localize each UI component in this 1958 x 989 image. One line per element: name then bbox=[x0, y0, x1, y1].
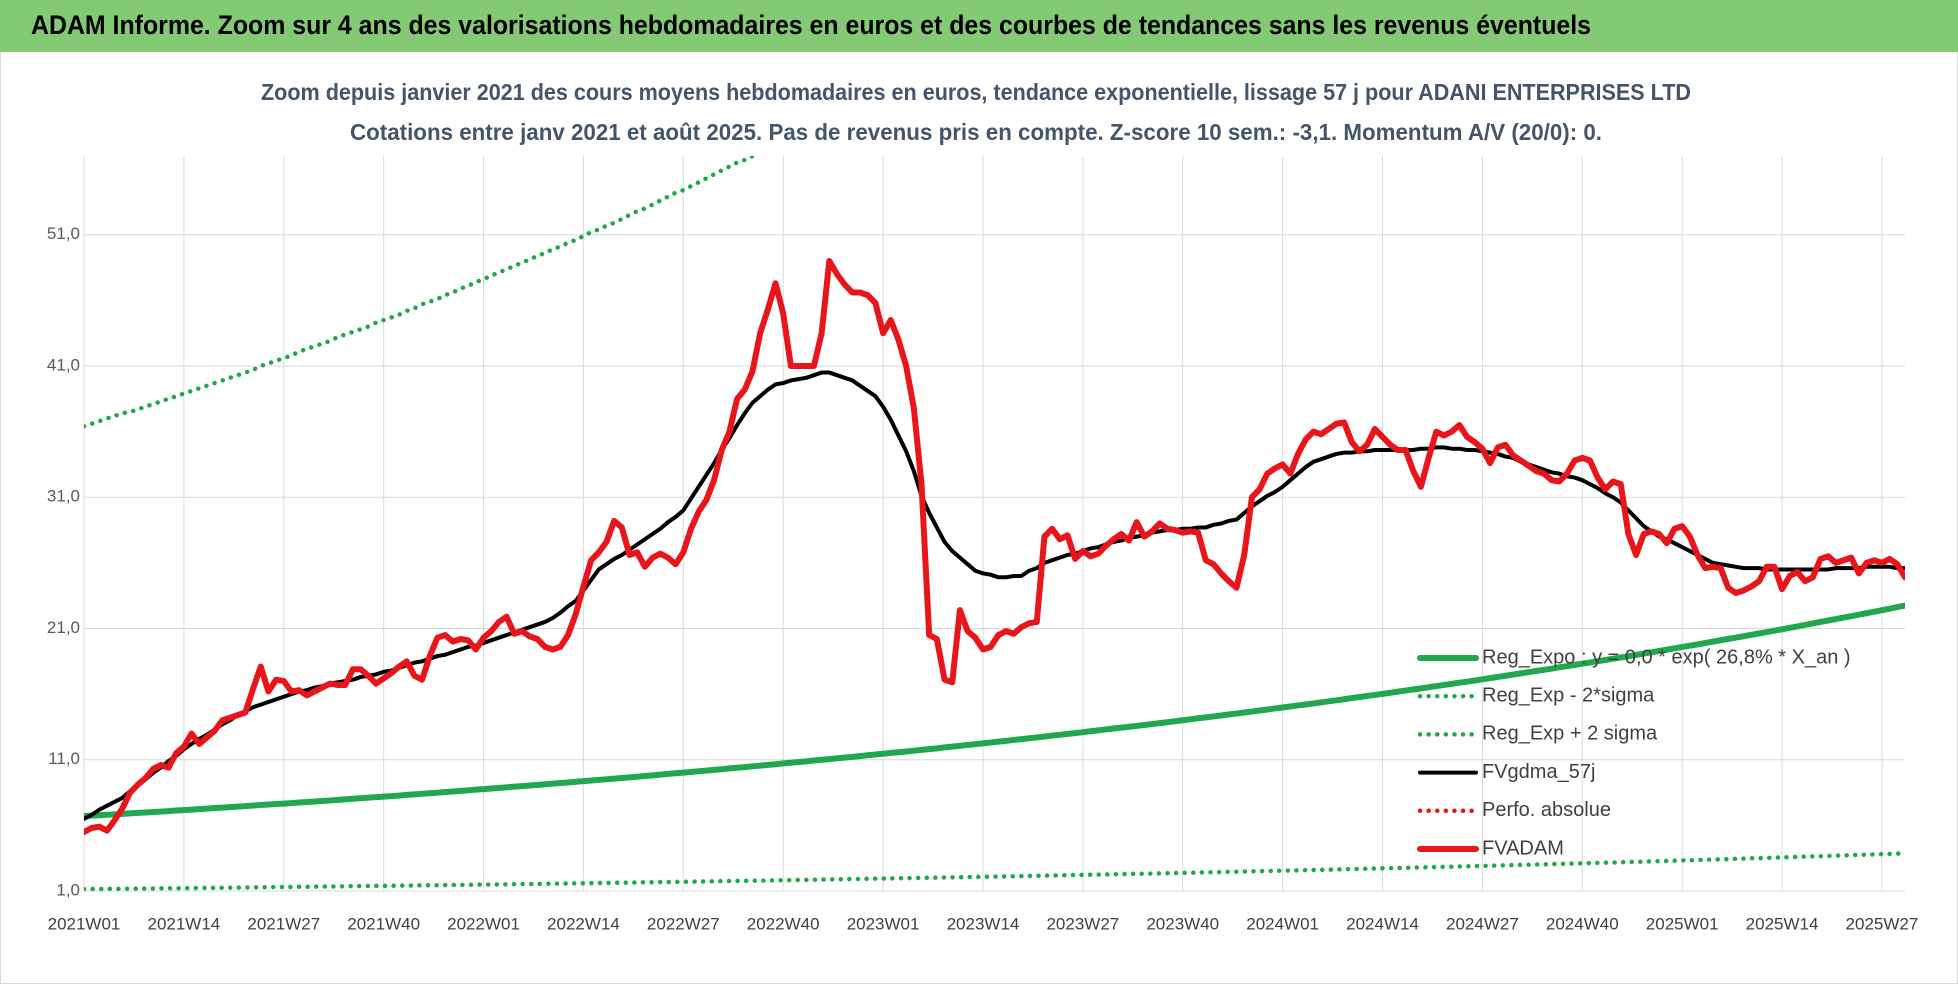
y-tick-label: 41,0 bbox=[47, 355, 80, 374]
x-tick-label: 2021W27 bbox=[247, 914, 320, 933]
x-tick-label: 2023W01 bbox=[847, 914, 920, 933]
x-tick-label: 2022W40 bbox=[747, 914, 820, 933]
x-tick-label: 2023W40 bbox=[1146, 914, 1219, 933]
chart-subtitle: Cotations entre janv 2021 et août 2025. … bbox=[350, 119, 1602, 145]
legend-label: Reg_Exp + 2 sigma bbox=[1482, 723, 1658, 745]
x-tick-label: 2024W40 bbox=[1546, 914, 1619, 933]
grid bbox=[83, 156, 1905, 892]
x-tick-label: 2022W01 bbox=[447, 914, 520, 933]
x-tick-label: 2022W14 bbox=[547, 914, 620, 933]
y-tick-label: 51,0 bbox=[47, 224, 80, 243]
y-tick-label: 21,0 bbox=[47, 618, 80, 637]
x-tick-label: 2021W40 bbox=[347, 914, 420, 933]
x-tick-label: 2023W14 bbox=[947, 914, 1020, 933]
legend: Reg_Expo : y = 0,0 * exp( 26,8% * X_an )… bbox=[1417, 646, 1851, 859]
header-title: ADAM Informe. Zoom sur 4 ans des valoris… bbox=[31, 10, 1591, 40]
legend-label: FVgdma_57j bbox=[1482, 761, 1595, 783]
x-tick-label: 2023W27 bbox=[1046, 914, 1119, 933]
x-tick-label: 2024W14 bbox=[1346, 914, 1419, 933]
y-tick-label: 1,0 bbox=[56, 880, 80, 899]
axes: 1,0 11,0 21,0 31,0 41,0 51,0 2021W01 2021W14 202… bbox=[47, 224, 1918, 933]
x-tick-label: 2025W14 bbox=[1746, 914, 1819, 933]
x-tick-label: 2024W27 bbox=[1446, 914, 1519, 933]
header-band bbox=[0, 0, 1958, 52]
x-tick-label: 2025W27 bbox=[1846, 914, 1919, 933]
x-tick-label: 2022W27 bbox=[647, 914, 720, 933]
legend-label: Reg_Expo : y = 0,0 * exp( 26,8% * X_an ) bbox=[1482, 646, 1851, 668]
x-tick-label: 2021W14 bbox=[147, 914, 220, 933]
chart-title: Zoom depuis janvier 2021 des cours moyen… bbox=[261, 79, 1691, 105]
legend-label: Perfo. absolue bbox=[1482, 799, 1611, 821]
series-line bbox=[84, 258, 1905, 835]
series-line bbox=[84, 602, 1905, 820]
y-tick-label: 31,0 bbox=[47, 487, 80, 506]
series-line bbox=[84, 851, 1905, 891]
x-tick-label: 2024W01 bbox=[1246, 914, 1319, 933]
plot bbox=[84, 156, 1905, 891]
x-tick-label: 2021W01 bbox=[48, 914, 121, 933]
x-tick-label: 2025W01 bbox=[1646, 914, 1719, 933]
y-tick-label: 11,0 bbox=[48, 749, 80, 768]
series-line bbox=[84, 370, 1905, 821]
legend-label: Reg_Exp - 2*sigma bbox=[1482, 684, 1655, 706]
legend-label: FVADAM bbox=[1482, 837, 1564, 859]
